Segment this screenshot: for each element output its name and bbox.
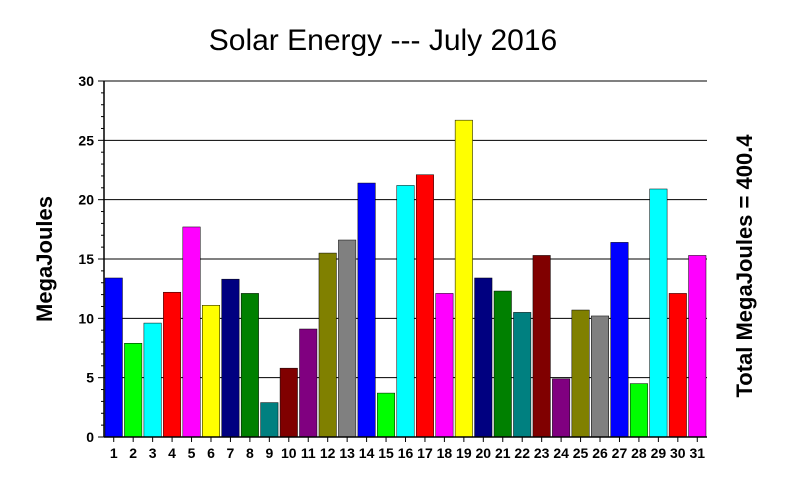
x-tick-label: 25	[573, 445, 589, 461]
bar-day-5	[182, 226, 201, 438]
bar-day-2	[124, 343, 143, 438]
y-tick-label: 20	[78, 192, 94, 208]
x-tick-label: 9	[265, 445, 273, 461]
y-tick-label: 5	[86, 370, 94, 386]
x-tick-label: 24	[553, 445, 569, 461]
x-tick-label: 12	[320, 445, 336, 461]
x-tick-label: 11	[301, 445, 316, 461]
axes	[98, 80, 707, 442]
x-tick-label: 19	[456, 445, 472, 461]
bar-day-21	[493, 290, 512, 438]
bar-day-20	[474, 277, 493, 438]
bar-day-16	[396, 185, 415, 438]
bar-day-13	[338, 239, 357, 438]
x-tick-label: 3	[149, 445, 157, 461]
x-tick-label: 5	[188, 445, 196, 461]
bar-day-4	[163, 291, 182, 438]
x-tick-label: 13	[339, 445, 355, 461]
x-tick-label: 28	[631, 445, 647, 461]
bar-day-19	[454, 119, 473, 438]
bar-day-8	[240, 293, 259, 438]
bar-day-30	[668, 293, 687, 438]
x-tick-label: 22	[514, 445, 530, 461]
bar-day-23	[532, 255, 551, 438]
x-tick-label: 1	[110, 445, 118, 461]
bar-day-1	[104, 277, 123, 438]
x-tick-label: 21	[495, 445, 511, 461]
bar-day-24	[552, 378, 571, 438]
y-tick-label: 0	[86, 429, 94, 445]
x-tick-label: 6	[207, 445, 215, 461]
x-tick-label: 23	[534, 445, 550, 461]
x-tick-label: 8	[246, 445, 254, 461]
y-tick-label: 15	[78, 251, 94, 267]
y-axis-label: MegaJoules	[32, 196, 57, 322]
bar-day-12	[318, 252, 337, 438]
bars	[104, 119, 707, 438]
bar-day-28	[629, 383, 648, 438]
bar-day-6	[202, 305, 220, 438]
chart-title: Solar Energy --- July 2016	[209, 24, 558, 57]
x-tick-label: 17	[417, 445, 433, 461]
y-tick-label: 30	[78, 73, 94, 89]
x-tick-label: 30	[670, 445, 686, 461]
x-tick-label: 31	[689, 445, 705, 461]
x-tick-label: 26	[592, 445, 608, 461]
x-tick-label: 4	[168, 445, 176, 461]
bar-day-14	[357, 182, 376, 438]
y-tick-labels: 0 5 10 15 20 25 30	[78, 73, 94, 445]
bar-day-18	[435, 293, 454, 438]
x-tick-label: 16	[398, 445, 414, 461]
x-tick-label: 7	[227, 445, 235, 461]
x-tick-label: 18	[437, 445, 453, 461]
bar-day-7	[221, 278, 240, 438]
y-tick-label: 10	[78, 310, 94, 326]
bar-day-10	[279, 367, 298, 438]
bar-day-25	[571, 309, 590, 438]
y-tick-label: 25	[78, 132, 94, 148]
bar-day-15	[377, 392, 396, 438]
bar-day-26	[591, 315, 609, 438]
bar-day-11	[299, 328, 318, 438]
x-tick-label: 14	[359, 445, 375, 461]
x-tick-labels: 1 2 3 4 5 6 7 8 9 10 11 12 13 14 15 16 17 18 19 20 21 22 23 24 2…	[110, 445, 705, 461]
x-tick-label: 27	[612, 445, 628, 461]
x-tick-label: 29	[651, 445, 667, 461]
x-tick-label: 20	[476, 445, 492, 461]
bar-day-9	[260, 402, 279, 438]
bar-day-17	[415, 174, 434, 438]
bar-day-31	[688, 255, 707, 438]
bar-day-29	[649, 188, 668, 438]
bar-day-27	[610, 242, 629, 438]
bar-day-3	[143, 322, 162, 438]
x-tick-label: 15	[378, 445, 394, 461]
x-tick-label: 2	[129, 445, 137, 461]
total-megajoules-label: Total MegaJoules = 400.4	[732, 134, 757, 398]
bar-day-22	[513, 312, 532, 438]
x-tick-label: 10	[281, 445, 297, 461]
